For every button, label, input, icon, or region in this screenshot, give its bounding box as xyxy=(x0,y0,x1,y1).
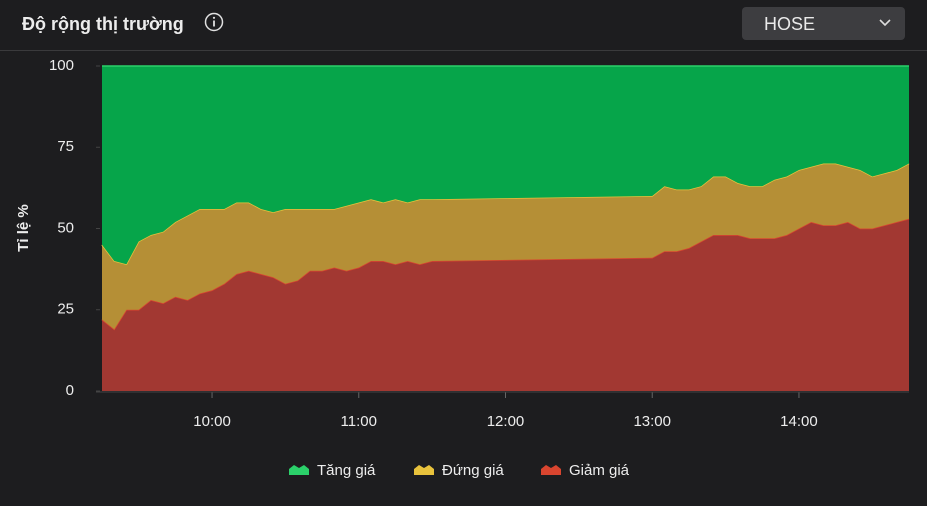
header: Độ rộng thị trường HOSE xyxy=(0,0,927,51)
y-tick-label: 100 xyxy=(49,57,74,74)
legend-icon xyxy=(289,465,309,475)
area xyxy=(102,218,909,391)
info-icon[interactable] xyxy=(204,12,224,32)
y-axis-label: Tỉ lệ % xyxy=(15,204,32,252)
dropdown-value: HOSE xyxy=(764,14,816,34)
x-tick-label: 12:00 xyxy=(487,413,525,430)
area xyxy=(102,66,909,265)
legend-icon xyxy=(414,465,434,475)
area xyxy=(102,163,909,330)
chevron xyxy=(879,19,891,27)
chart: Tỉ lệ % 0 25 50 75 100 10:00 11:00 12:00 13:00 14… xyxy=(15,57,910,479)
y-tick-label: 50 xyxy=(57,219,74,236)
exchange-dropdown[interactable]: HOSE xyxy=(742,7,905,40)
x-tick-label: 13:00 xyxy=(633,413,671,430)
legend-label: Giảm giá xyxy=(569,462,630,479)
y-tick-label: 75 xyxy=(57,138,74,155)
x-tick-label: 11:00 xyxy=(341,413,377,430)
x-tick-label: 14:00 xyxy=(780,413,818,430)
y-tick-label: 25 xyxy=(57,301,74,318)
widget-title: Độ rộng thị trường xyxy=(22,14,184,34)
y-tick-label: 0 xyxy=(66,382,74,399)
x-tick-label: 10:00 xyxy=(193,413,231,430)
legend-label: Tăng giá xyxy=(317,462,376,479)
legend-icon xyxy=(541,465,561,475)
legend-label: Đứng giá xyxy=(442,462,504,479)
